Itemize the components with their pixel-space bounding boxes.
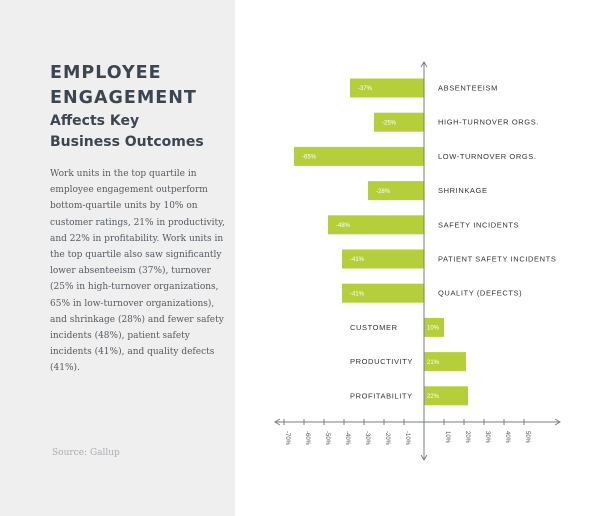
x-tick-label: 50% <box>524 431 530 444</box>
title-line-2: ENGAGEMENT <box>50 88 197 108</box>
category-label: ABSENTEEISM <box>438 84 498 93</box>
bar-value-label: -25% <box>382 120 397 126</box>
source-note: Source: Gallup <box>52 448 120 458</box>
x-tick-label: -50% <box>324 431 330 446</box>
y-axis-arrow-top <box>420 61 428 68</box>
bar-2 <box>294 146 424 166</box>
x-tick-label: -10% <box>404 431 410 446</box>
bar-3 <box>368 181 424 201</box>
labels-group: -37% ABSENTEEISM -25% HIGH-TURNOVER ORGS. -6… <box>284 84 556 446</box>
category-label: SAFETY INCIDENTS <box>438 220 519 229</box>
bar-7 <box>424 317 444 337</box>
bars-group <box>294 78 468 406</box>
bar-8 <box>424 352 466 372</box>
bar-value-label: -41% <box>350 291 365 297</box>
category-label: PRODUCTIVITY <box>350 357 413 366</box>
x-axis-arrow-left <box>274 418 281 426</box>
category-label: SHRINKAGE <box>438 186 488 195</box>
x-tick-label: 30% <box>484 431 490 444</box>
bar-1 <box>374 112 424 132</box>
y-axis-arrow-bottom <box>420 454 428 461</box>
bar-value-label: 22% <box>427 394 440 400</box>
bar-value-label: -65% <box>302 155 317 161</box>
axes-group <box>274 61 561 461</box>
category-label: CUSTOMER <box>350 323 398 332</box>
bar-value-label: 21% <box>427 360 440 366</box>
text-panel: EMPLOYEE ENGAGEMENT Affects Key Business… <box>0 0 235 516</box>
summary-paragraph: Work units in the top quartile in employ… <box>50 169 225 374</box>
subtitle-line-2: Business Outcomes <box>50 134 204 150</box>
x-tick-label: 20% <box>464 431 470 444</box>
x-tick-label: -70% <box>284 431 290 446</box>
bar-9 <box>424 386 468 406</box>
bar-0 <box>350 78 424 98</box>
x-tick-label: 10% <box>444 431 450 444</box>
bar-value-label: 10% <box>427 326 440 332</box>
category-label: QUALITY (DEFECTS) <box>438 289 522 298</box>
category-label: HIGH-TURNOVER ORGS. <box>438 118 539 127</box>
bar-value-label: -41% <box>350 257 365 263</box>
category-label: PROFITABILITY <box>350 391 413 400</box>
bar-5 <box>342 249 424 269</box>
bar-value-label: -37% <box>358 86 373 92</box>
x-tick-label: -40% <box>344 431 350 446</box>
bar-6 <box>342 283 424 303</box>
title-line-1: EMPLOYEE <box>50 63 162 83</box>
bar-value-label: -48% <box>336 223 351 229</box>
x-tick-label: 40% <box>504 431 510 444</box>
bar-value-label: -28% <box>376 189 391 195</box>
x-tick-label: -30% <box>364 431 370 446</box>
category-label: PATIENT SAFETY INCIDENTS <box>438 255 556 264</box>
subtitle-line-1: Affects Key <box>50 113 140 129</box>
x-tick-label: -20% <box>384 431 390 446</box>
category-label: LOW-TURNOVER ORGS. <box>438 152 537 161</box>
x-axis-arrow-right <box>554 418 561 426</box>
bar-4 <box>328 215 424 235</box>
x-tick-label: -60% <box>304 431 310 446</box>
